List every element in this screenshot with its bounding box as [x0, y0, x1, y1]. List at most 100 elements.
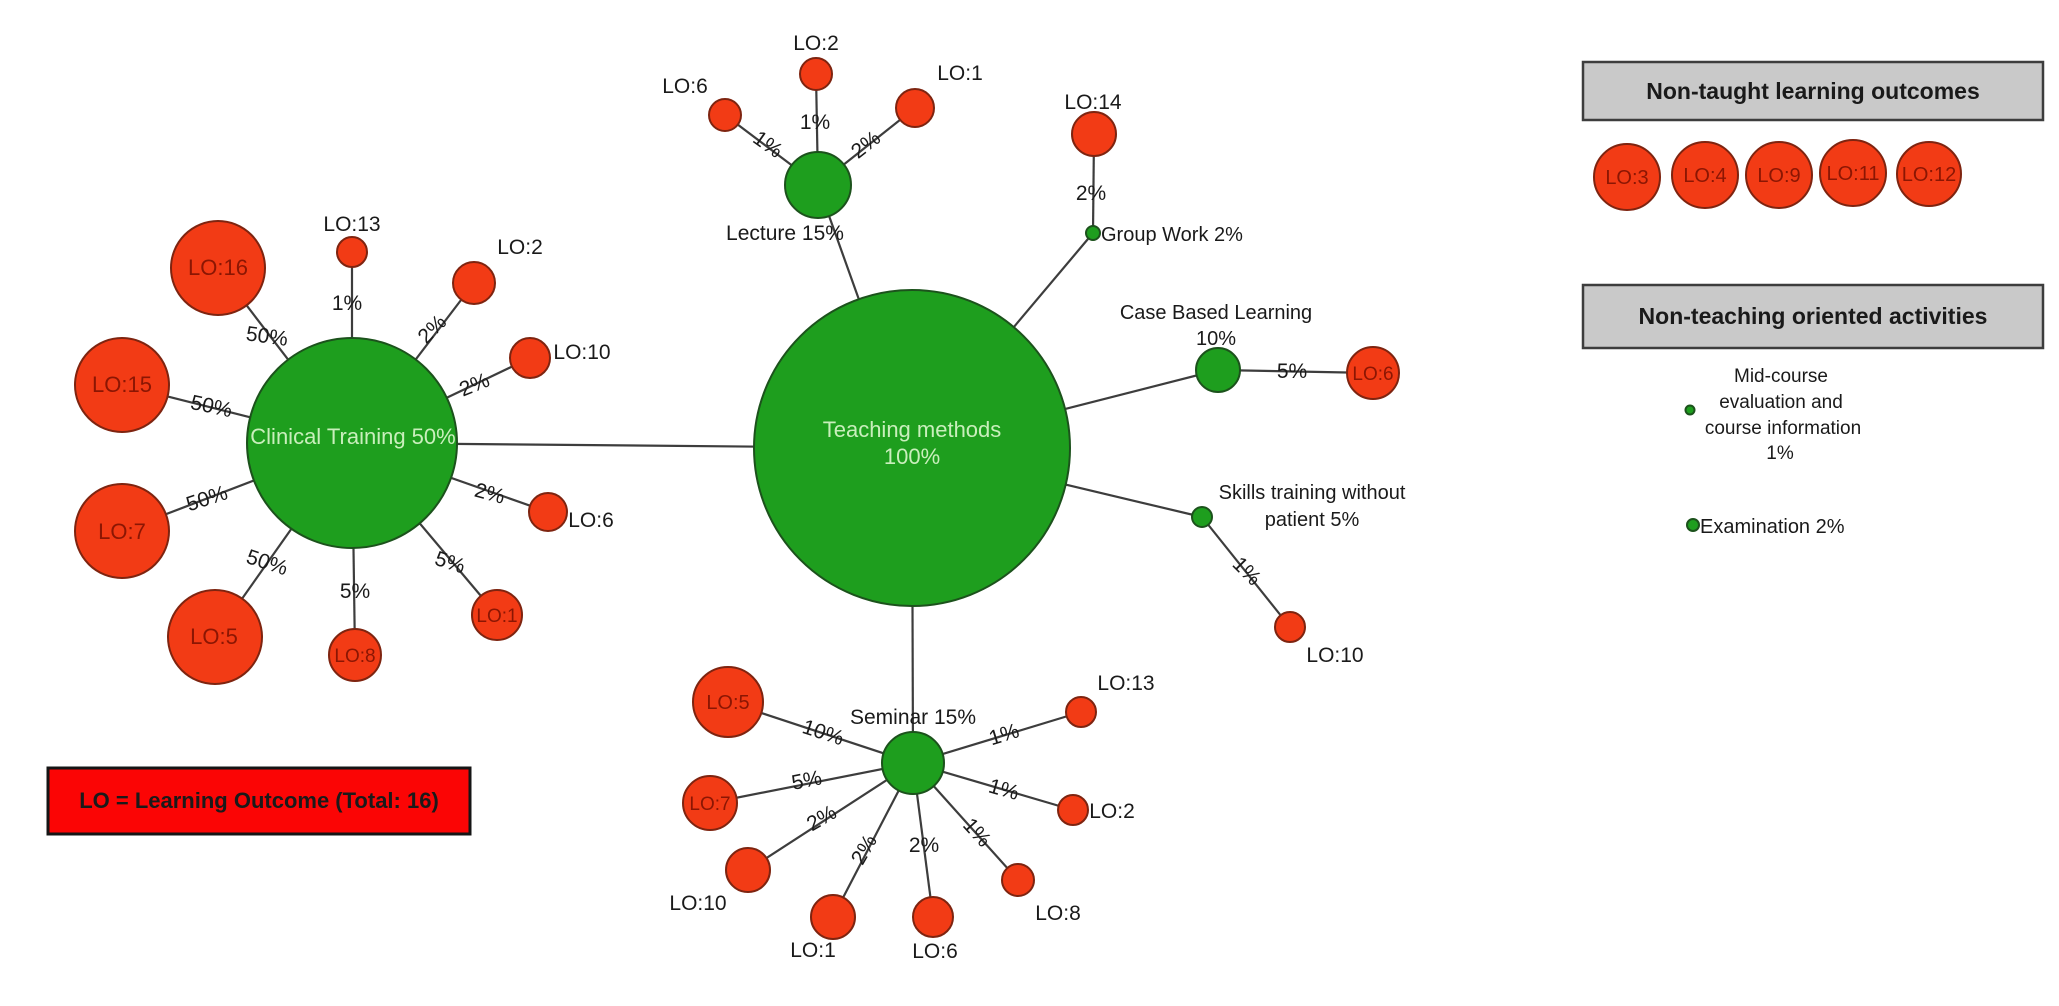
outcome-label-seminar-lo13: LO:13 [1097, 672, 1154, 695]
outcome-label-seminar-lo7: LO:7 [689, 794, 730, 815]
edge-percent-label: 5% [790, 766, 824, 794]
outcome-label-seminar-lo6: LO:6 [912, 940, 958, 963]
outcome-node-lecture-lo6 [708, 98, 742, 132]
outcome-node-seminar-lo13 [1065, 696, 1097, 728]
outcome-label-clinical-training-lo7: LO:7 [98, 519, 146, 544]
outcome-node-seminar-lo5 [692, 666, 764, 738]
node-label-clinical-training: Clinical Training 50% [250, 424, 455, 449]
outcome-label-clinical-training-lo8: LO:8 [334, 646, 375, 667]
outcome-node-clinical-training-lo5 [167, 589, 263, 685]
non-taught-header-box [1581, 60, 2045, 122]
edge-percent-label: 5% [340, 580, 370, 603]
edge-percent-label: 2% [414, 311, 452, 349]
node-case-based-learning [1195, 347, 1241, 393]
edge-percent-label: 1% [986, 775, 1022, 805]
non-taught-label-lo3: LO:3 [1605, 167, 1648, 189]
edge-percent-label: 2% [847, 831, 882, 869]
non-taught-node-lo9 [1745, 141, 1813, 209]
node-label-case-based-learning: 10% [1196, 328, 1236, 350]
edge-percent-label: 2% [909, 834, 939, 857]
node-group-work [1085, 225, 1101, 241]
non-taught-label-lo11: LO:11 [1827, 163, 1880, 185]
edge-percent-label: 10% [799, 715, 846, 750]
node-lecture [784, 151, 852, 219]
outcome-node-clinical-training-lo6 [528, 492, 568, 532]
outcome-node-lecture-lo1 [895, 88, 935, 128]
activity-label-0: 1% [1766, 443, 1794, 464]
node-label-group-work: Group Work 2% [1101, 224, 1243, 246]
activity-dot-0 [1684, 404, 1696, 416]
outcome-label-lecture-lo1: LO:1 [937, 62, 983, 85]
node-label-skills-training: patient 5% [1265, 509, 1360, 531]
outcome-label-seminar-lo2: LO:2 [1089, 800, 1135, 823]
non-taught-header-label: Non-taught learning outcomes [1646, 78, 1980, 104]
activity-dot-1 [1686, 518, 1700, 532]
non-teaching-header-label: Non-teaching oriented activities [1639, 303, 1988, 329]
outcome-label-group-work-lo14: LO:14 [1064, 91, 1122, 114]
outcome-label-clinical-training-lo10: LO:10 [553, 341, 610, 364]
outcome-label-seminar-lo1: LO:1 [790, 939, 836, 962]
outcome-node-seminar-lo8 [1001, 863, 1035, 897]
outcome-node-seminar-lo10 [725, 847, 771, 893]
outcome-label-lecture-lo2: LO:2 [793, 32, 839, 55]
outcome-node-seminar-lo6 [912, 896, 954, 938]
node-label-teaching-methods: Teaching methods [823, 417, 1002, 442]
outcome-node-lecture-lo2 [799, 57, 833, 91]
non-taught-label-lo12: LO:12 [1902, 164, 1956, 186]
edge-percent-label: 2% [456, 369, 493, 402]
node-seminar [881, 731, 945, 795]
edge-percent-label: 1% [800, 111, 830, 134]
legend-note-box [46, 766, 472, 836]
outcome-node-group-work-lo14 [1071, 111, 1117, 157]
outcome-node-seminar-lo2 [1057, 794, 1089, 826]
node-label-case-based-learning: Case Based Learning [1120, 302, 1312, 324]
outcome-node-clinical-training-lo1 [471, 589, 523, 641]
outcome-label-clinical-training-lo5: LO:5 [190, 624, 238, 649]
edge-percent-label: 50% [244, 322, 289, 351]
outcome-node-clinical-training-lo8 [328, 628, 382, 682]
outcome-label-skills-training-lo10: LO:10 [1306, 644, 1363, 667]
activity-label-0: course information [1705, 418, 1861, 439]
outcome-node-clinical-training-lo10 [509, 337, 551, 379]
outcome-node-skills-training-lo10 [1274, 611, 1306, 643]
activity-label-1: Examination 2% [1700, 516, 1845, 538]
edge-seminar-lo10 [747, 762, 914, 871]
outcome-label-clinical-training-lo2: LO:2 [497, 236, 543, 259]
legend-note-label: LO = Learning Outcome (Total: 16) [79, 788, 439, 813]
outcome-label-case-based-learning-lo6: LO:6 [1352, 364, 1393, 385]
outcome-node-seminar-lo1 [810, 894, 856, 940]
edge-seminar-lo7 [709, 761, 914, 805]
activity-label-0: evaluation and [1719, 392, 1843, 413]
outcome-node-clinical-training-lo16 [170, 220, 266, 316]
outcome-label-seminar-lo8: LO:8 [1035, 902, 1081, 925]
non-taught-label-lo4: LO:4 [1683, 165, 1726, 187]
outcome-label-lecture-lo6: LO:6 [662, 75, 708, 98]
activity-label-0: Mid-course [1734, 366, 1828, 387]
edge-percent-label: 50% [243, 545, 290, 580]
non-taught-label-lo9: LO:9 [1757, 165, 1800, 187]
outcome-label-seminar-lo10: LO:10 [669, 892, 726, 915]
outcome-node-clinical-training-lo13 [336, 236, 368, 268]
outcome-node-case-based-learning-lo6 [1346, 346, 1400, 400]
edge-percent-label: 50% [183, 481, 230, 516]
outcome-label-clinical-training-lo13: LO:13 [323, 213, 380, 236]
edge-percent-label: 5% [1277, 360, 1307, 383]
non-taught-node-lo11 [1819, 139, 1887, 207]
non-taught-node-lo3 [1593, 143, 1661, 211]
non-teaching-header-box [1581, 283, 2045, 350]
node-label-lecture: Lecture 15% [726, 222, 844, 245]
outcome-label-clinical-training-lo6: LO:6 [568, 509, 614, 532]
non-taught-node-lo4 [1671, 141, 1739, 209]
edge-percent-label: 2% [472, 479, 507, 509]
outcome-node-clinical-training-lo7 [74, 483, 170, 579]
outcome-label-clinical-training-lo1: LO:1 [476, 606, 517, 627]
outcome-label-clinical-training-lo15: LO:15 [92, 372, 152, 397]
outcome-node-clinical-training-lo2 [452, 261, 496, 305]
node-clinical-training [246, 337, 458, 549]
node-skills-training [1191, 506, 1213, 528]
edge-percent-label: 1% [986, 719, 1022, 750]
edge-percent-label: 2% [1076, 182, 1106, 205]
outcome-label-seminar-lo5: LO:5 [706, 692, 749, 714]
outcome-node-seminar-lo7 [682, 775, 738, 831]
